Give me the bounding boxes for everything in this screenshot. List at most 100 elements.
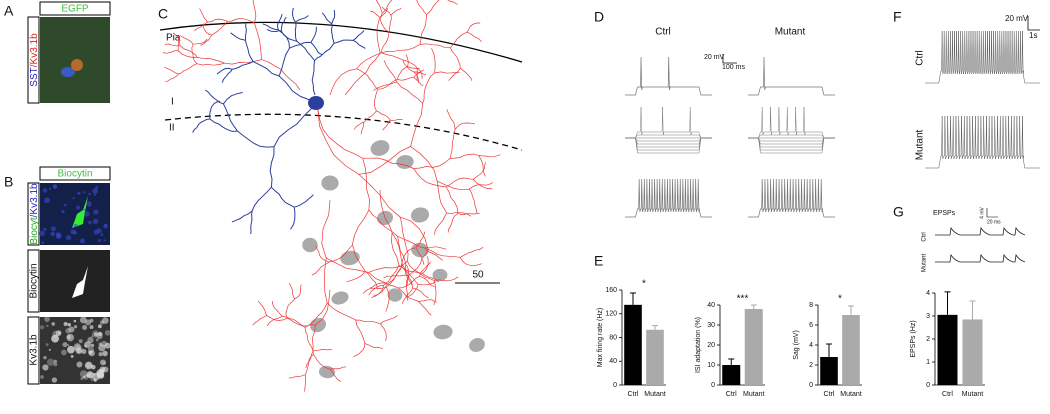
neurite xyxy=(422,273,440,283)
speck xyxy=(76,361,83,368)
neurite xyxy=(446,212,472,217)
neurite xyxy=(315,245,330,263)
neurite xyxy=(402,59,418,69)
neurite xyxy=(179,45,198,58)
neurite xyxy=(371,284,385,299)
neurite xyxy=(356,68,378,90)
soma xyxy=(387,288,403,302)
y-tick-label: 4 xyxy=(809,342,813,349)
scale-label: 20 ms xyxy=(987,219,1001,225)
neurite xyxy=(377,79,398,90)
speck xyxy=(79,370,88,378)
speck xyxy=(39,230,45,237)
neurite xyxy=(326,302,356,321)
neurite xyxy=(383,60,398,83)
neurite xyxy=(276,13,283,31)
neurite xyxy=(321,199,331,259)
neurite xyxy=(419,261,431,277)
column-label: Ctrl xyxy=(655,27,671,38)
y-tick-label: 160 xyxy=(605,287,617,294)
speck xyxy=(81,349,87,355)
neurite xyxy=(397,287,419,302)
speck xyxy=(91,330,100,338)
speck xyxy=(53,362,58,367)
neurite xyxy=(296,40,315,61)
neurite xyxy=(191,44,198,64)
neurite xyxy=(358,174,401,218)
neurite xyxy=(352,39,366,49)
speck xyxy=(93,378,97,382)
soma xyxy=(433,324,453,340)
scale-label: 20 mV xyxy=(1005,14,1029,23)
neurite xyxy=(288,374,306,379)
neurite xyxy=(311,60,316,96)
speck xyxy=(61,210,65,214)
speck xyxy=(73,319,77,323)
neurite xyxy=(379,8,389,19)
speck xyxy=(82,325,88,331)
neurite xyxy=(454,122,475,130)
speck xyxy=(40,375,44,379)
neurite xyxy=(431,48,436,74)
neurite xyxy=(304,327,314,352)
speck xyxy=(98,352,103,357)
speck xyxy=(67,344,70,347)
neurite xyxy=(400,247,416,267)
neurite xyxy=(252,61,280,77)
trace xyxy=(625,106,712,139)
speck xyxy=(92,188,98,194)
neurite xyxy=(224,59,262,65)
neurite xyxy=(321,12,333,25)
significance: * xyxy=(838,294,842,305)
neurite xyxy=(368,209,398,237)
neurite xyxy=(398,264,423,274)
trace xyxy=(935,253,1026,263)
speck xyxy=(85,362,92,369)
neurite xyxy=(304,302,328,328)
bar xyxy=(646,329,664,385)
side-label: Kv3.1b xyxy=(29,334,40,366)
layer-label: I xyxy=(171,97,174,108)
label-part: SST xyxy=(29,67,40,86)
label-part: Biocyt xyxy=(29,217,40,244)
neurite xyxy=(388,15,392,33)
trace xyxy=(625,137,712,148)
neurite xyxy=(165,73,179,83)
neurite xyxy=(459,257,482,267)
trace xyxy=(935,226,1026,236)
neurite xyxy=(422,72,435,104)
neurite xyxy=(289,41,311,49)
soma xyxy=(331,291,349,305)
neurite xyxy=(199,8,208,23)
header: EGFP xyxy=(61,4,89,15)
label-part: /Kv3.1b xyxy=(29,33,40,67)
neurite xyxy=(358,146,411,175)
error-bar xyxy=(826,343,832,357)
neurite xyxy=(310,26,317,43)
y-tick-label: 4 xyxy=(926,290,930,297)
soma xyxy=(432,268,448,282)
speck xyxy=(42,364,49,371)
soma xyxy=(370,140,390,156)
speck xyxy=(43,227,47,232)
neurite xyxy=(419,276,436,287)
neurite xyxy=(405,264,410,286)
scale-bar xyxy=(722,54,737,64)
scale-label: 100 ms xyxy=(722,64,745,71)
neurite xyxy=(368,265,402,273)
neurite xyxy=(329,369,342,382)
neurite xyxy=(227,18,255,24)
speck xyxy=(63,203,67,207)
bar xyxy=(744,309,763,385)
neurite xyxy=(250,210,253,235)
speck xyxy=(92,372,101,381)
soma xyxy=(411,242,429,258)
neurite xyxy=(383,264,400,286)
speck xyxy=(61,349,67,356)
neurite xyxy=(457,212,480,215)
neurite xyxy=(172,32,181,46)
neurite xyxy=(355,319,381,325)
neurite xyxy=(193,38,208,45)
neurite xyxy=(277,29,290,49)
y-tick-label: 0 xyxy=(926,382,930,389)
